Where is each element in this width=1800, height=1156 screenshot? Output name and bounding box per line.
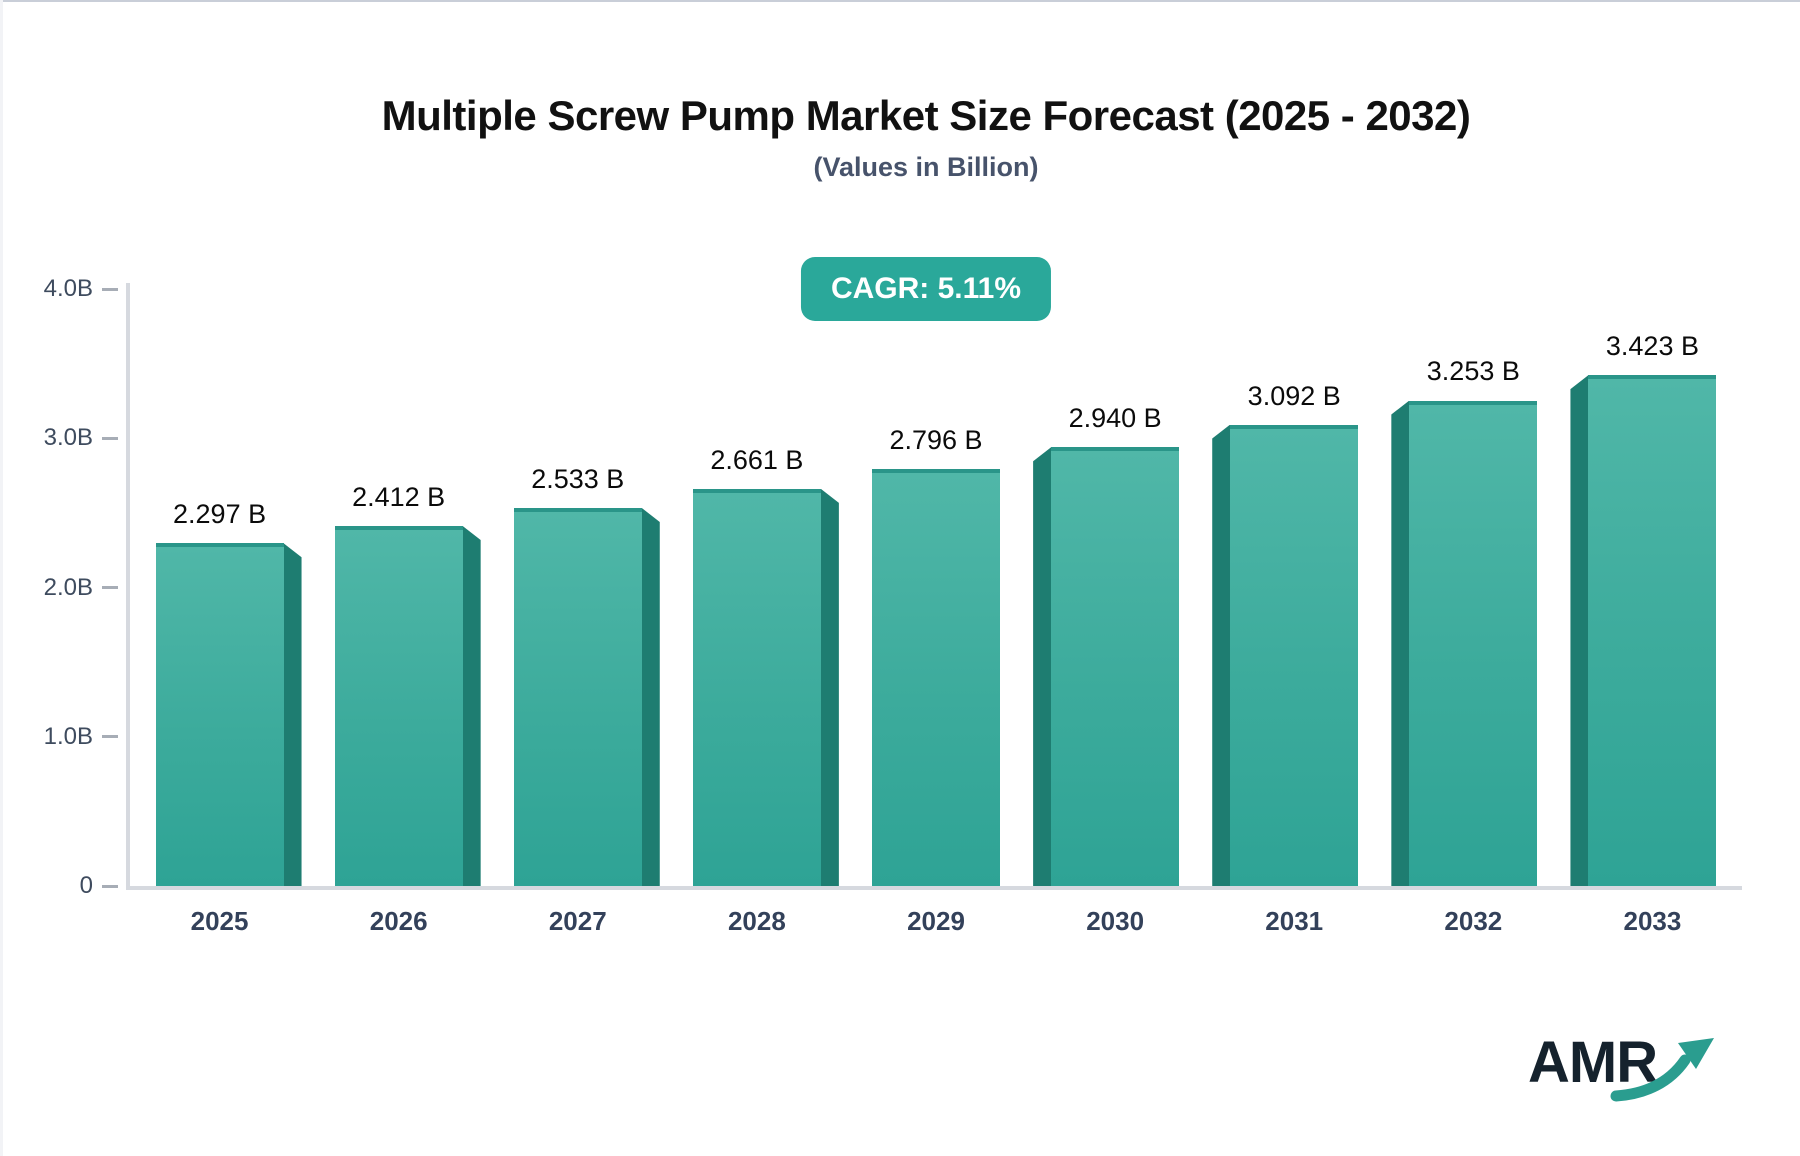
bar-value-label-2027: 2.533 B: [531, 463, 625, 494]
chart-header: Multiple Screw Pump Market Size Forecast…: [0, 92, 1800, 183]
x-tick-label-2025: 2025: [190, 906, 249, 936]
bar-value-label-2033: 3.423 B: [1605, 331, 1699, 362]
bar-2028: [692, 488, 821, 886]
bar-side-2030: [1033, 447, 1052, 886]
bar-2032: [1409, 400, 1538, 886]
bar-value-label-2030: 2.940 B: [1068, 403, 1162, 434]
x-tick-label-2028: 2028: [727, 906, 786, 936]
x-axis-line: [126, 886, 1742, 890]
bar-2025: [155, 543, 284, 886]
y-tick-dash: [102, 586, 118, 589]
bar-value-label-2026: 2.412 B: [352, 482, 446, 512]
bar-value-label-2025: 2.297 B: [173, 499, 267, 530]
y-tick-dash: [102, 884, 118, 888]
plot-area: 4.0B 3.0B 2.0B 1.0B 0 2.297 B 2025 2.412 B 2026 2…: [44, 275, 1742, 936]
y-tick-label: 1.0B: [43, 722, 93, 750]
bar-2027: [513, 507, 642, 886]
y-axis-line: [126, 283, 130, 890]
bar-2026: [334, 526, 463, 886]
x-tick-label-2033: 2033: [1623, 906, 1682, 936]
window-top-edge: [0, 0, 1800, 2]
bar-2029: [872, 468, 1000, 886]
y-tick-dash: [102, 735, 118, 739]
x-tick-label-2031: 2031: [1265, 906, 1324, 936]
x-tick-label-2026: 2026: [369, 906, 428, 936]
window-left-edge: [0, 0, 3, 1156]
bar-2031: [1230, 424, 1359, 886]
amr-logo-text: AMR: [1528, 1030, 1658, 1095]
bar-side-2033: [1570, 375, 1589, 886]
y-tick-label: 3.0B: [43, 424, 93, 452]
bar-side-2031: [1212, 424, 1231, 886]
bar-side-2026: [462, 526, 481, 886]
bar-value-label-2032: 3.253 B: [1426, 356, 1520, 387]
chart-subtitle: (Values in Billion): [813, 152, 1039, 183]
x-tick-label-2029: 2029: [907, 906, 965, 936]
y-tick-dash: [102, 436, 118, 440]
x-tick-label-2032: 2032: [1444, 906, 1503, 936]
chart-title: Multiple Screw Pump Market Size Forecast…: [381, 92, 1471, 139]
trend-up-arrow-icon: [1610, 1038, 1714, 1102]
bar-2033: [1588, 375, 1717, 886]
bar-value-label-2028: 2.661 B: [710, 444, 804, 475]
bar-value-label-2031: 3.092 B: [1247, 380, 1341, 411]
bar-side-2032: [1391, 400, 1410, 886]
y-tick-label: 2.0B: [43, 573, 93, 601]
bar-2030: [1051, 447, 1180, 886]
x-tick-label-2027: 2027: [548, 906, 607, 936]
bar-side-2027: [641, 507, 660, 886]
bar-side-2028: [820, 488, 839, 886]
bar-value-label-2029: 2.796 B: [889, 424, 983, 455]
y-tick-label: 4.0B: [43, 275, 93, 302]
cagr-badge: CAGR: 5.11%: [800, 257, 1052, 321]
x-tick-label-2030: 2030: [1086, 906, 1145, 936]
y-tick-dash: [102, 287, 118, 291]
y-tick-label: 0: [79, 872, 93, 899]
bar-side-2025: [283, 543, 302, 886]
amr-logo: AMR: [1528, 1034, 1748, 1114]
